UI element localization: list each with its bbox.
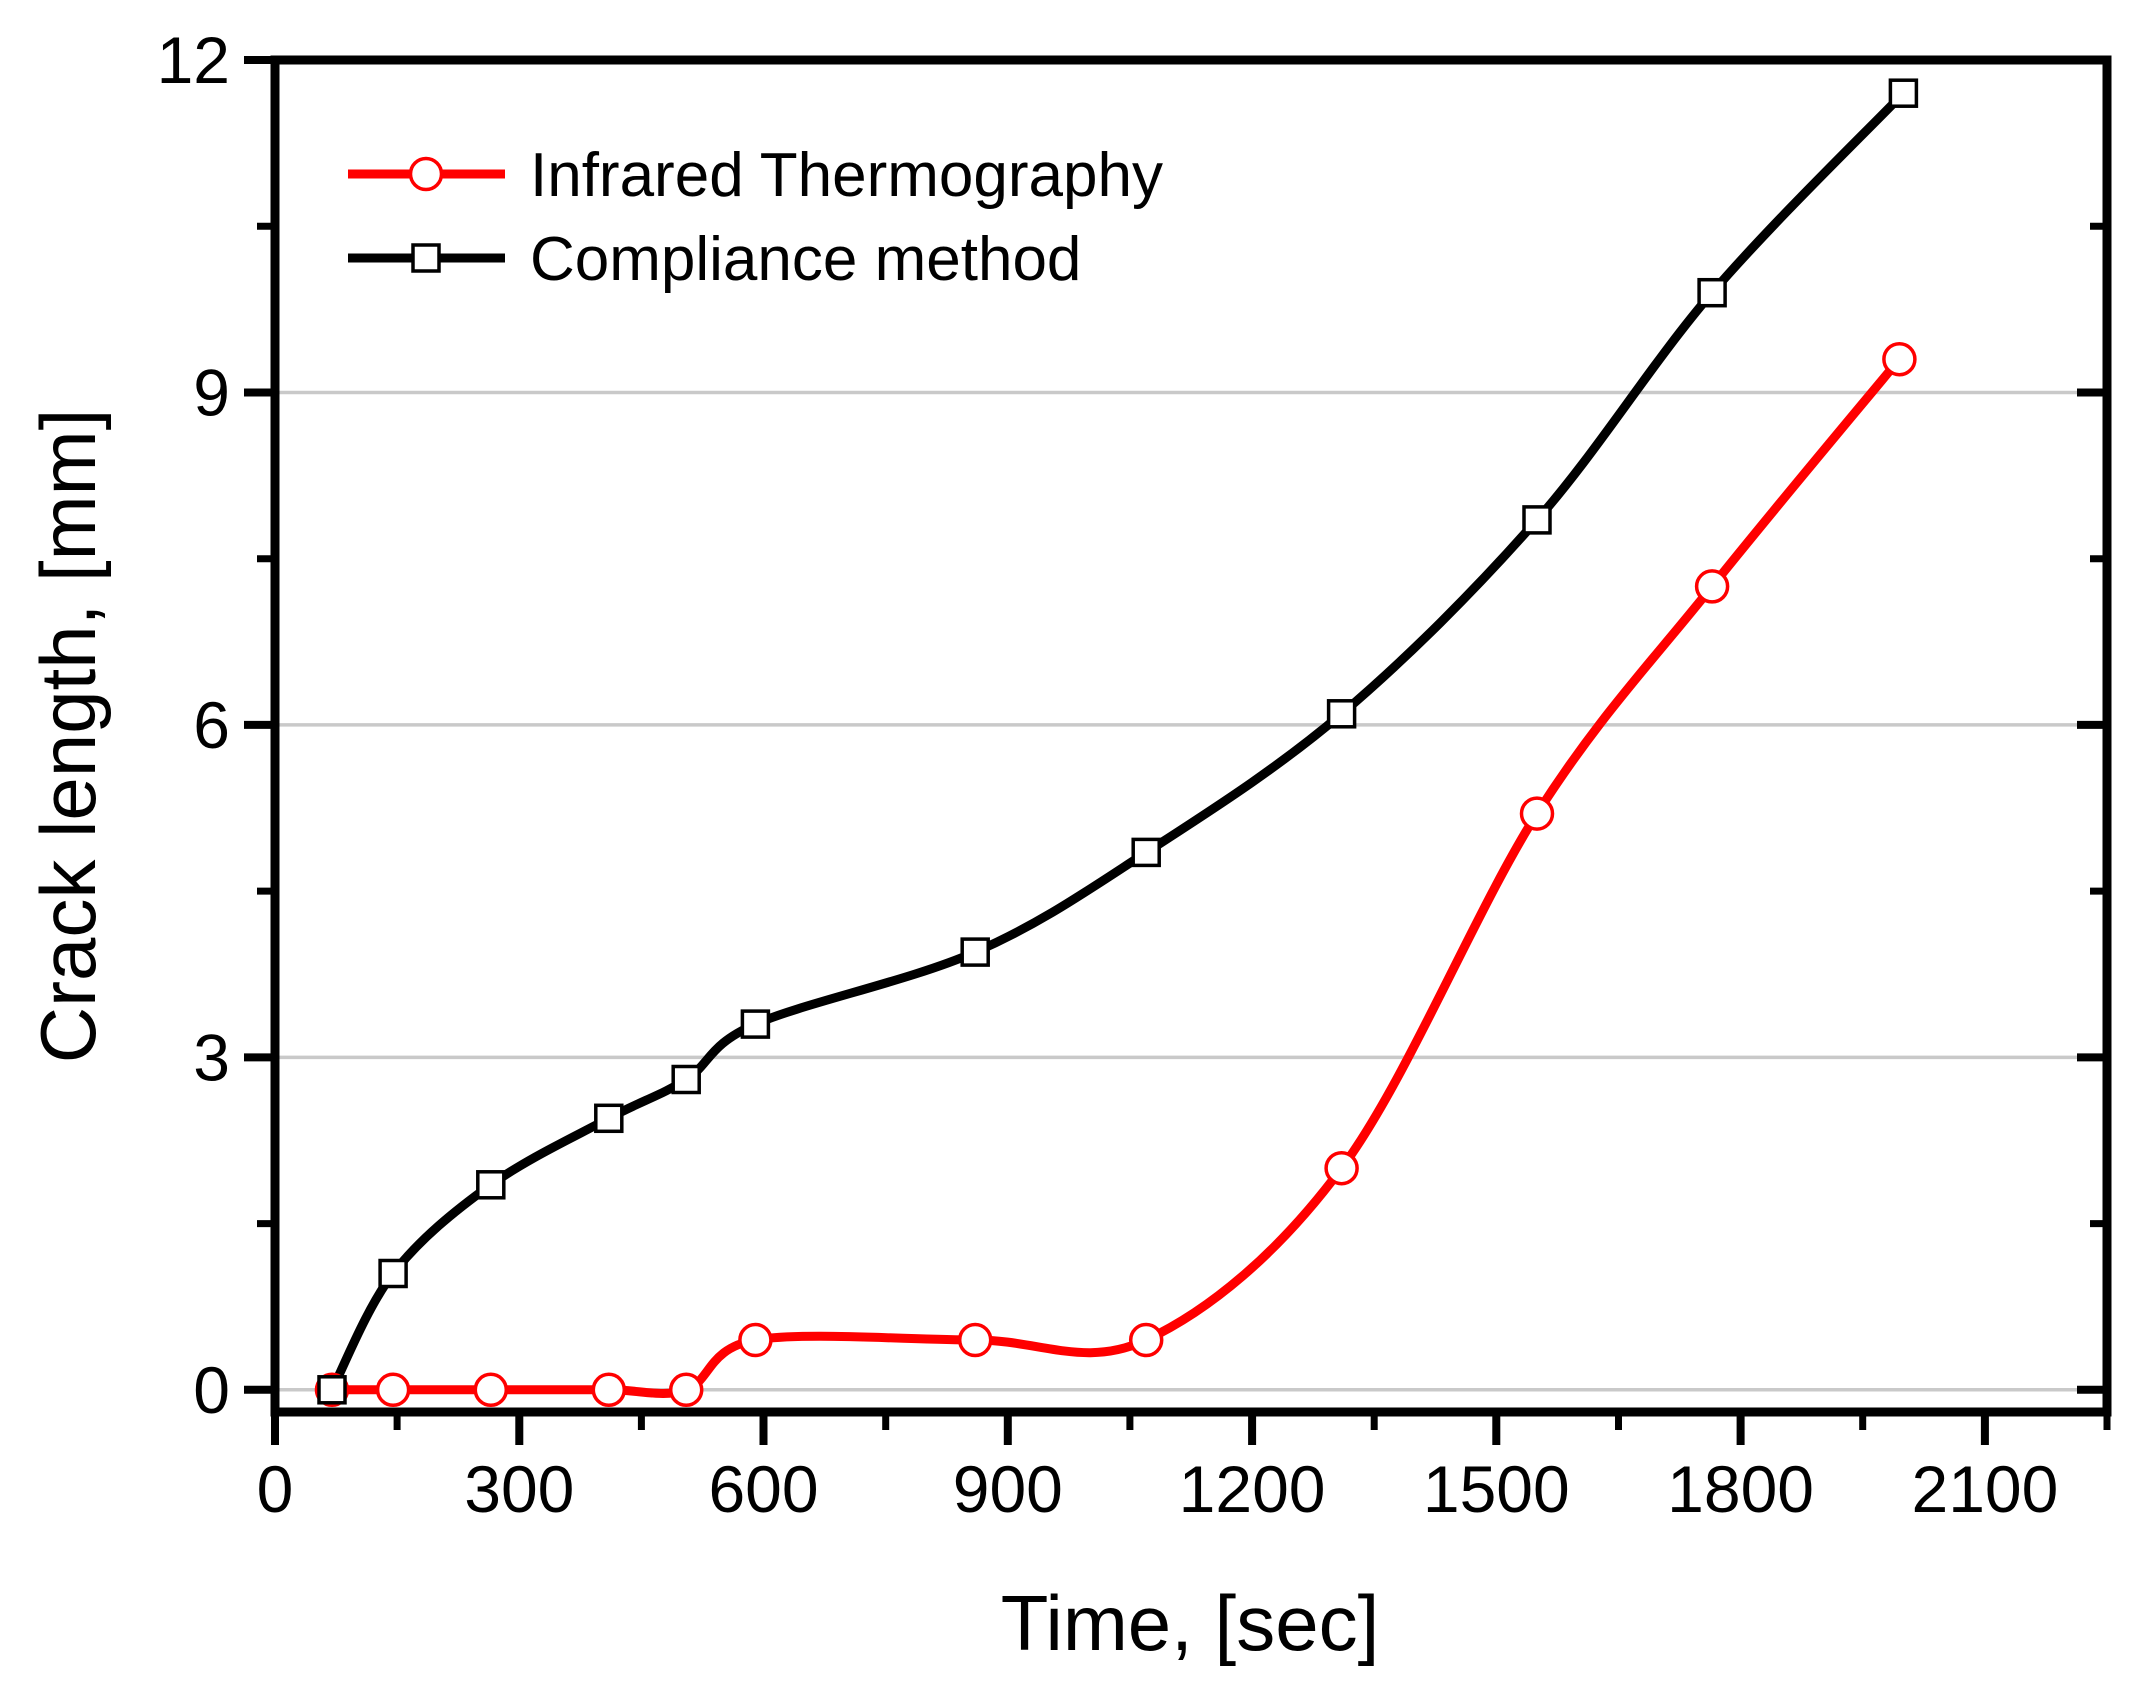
data-point-circle: [1519, 796, 1555, 831]
x-tick-label-2100: 2100: [1911, 1452, 2058, 1526]
data-point-square: [317, 1375, 347, 1405]
y-tick-label-3: 3: [193, 1020, 230, 1094]
y-tick-label-6: 6: [193, 688, 230, 762]
x-tick-label-0: 0: [257, 1452, 294, 1526]
plot-frame: [270, 55, 2112, 1417]
data-point-square: [1522, 505, 1552, 535]
x-tick-label-1200: 1200: [1179, 1452, 1326, 1526]
data-point-square: [476, 1170, 506, 1200]
data-point-square: [1697, 277, 1727, 308]
data-point-square: [1888, 78, 1919, 108]
data-point-square: [1326, 699, 1357, 729]
y-tick-label-0: 0: [193, 1353, 230, 1427]
legend-item-infrared-thermography: Infrared Thermography: [348, 141, 1163, 210]
x-tick-label-900: 900: [953, 1452, 1063, 1526]
legend-item-compliance-method: Compliance method: [348, 225, 1081, 294]
data-point-square: [671, 1064, 701, 1095]
y-axis-title: Crack length, [mm]: [24, 409, 112, 1064]
data-point-circle: [1128, 1322, 1164, 1358]
x-tick-label-600: 600: [708, 1452, 818, 1526]
series-markers: [314, 78, 1919, 1408]
data-point-circle: [957, 1322, 993, 1358]
data-point-square: [378, 1258, 408, 1289]
x-tick-label-300: 300: [464, 1452, 574, 1526]
data-point-square: [960, 937, 990, 967]
x-tick-label-1500: 1500: [1423, 1452, 1570, 1526]
axes-frame-and-ticks: [244, 55, 2112, 1445]
data-point-circle: [668, 1372, 704, 1408]
data-point-circle: [591, 1372, 627, 1408]
data-point-square: [1131, 837, 1161, 868]
x-tick-label-1800: 1800: [1667, 1452, 1814, 1526]
x-axis-title: Time, [sec]: [1001, 1579, 1380, 1667]
square-marker-icon: [411, 243, 441, 273]
data-point-square: [594, 1103, 624, 1134]
legend: Infrared Thermography Compliance method: [348, 141, 1163, 294]
data-point-circle: [1324, 1150, 1359, 1186]
legend-label-compliance: Compliance method: [530, 225, 1081, 294]
circle-marker-icon: [408, 156, 444, 192]
legend-label-infrared: Infrared Thermography: [530, 141, 1163, 210]
data-point-circle: [375, 1372, 411, 1408]
data-point-circle: [738, 1322, 773, 1358]
curve-infrared-thermography: [327, 354, 1904, 1398]
gridlines: [275, 390, 2107, 1392]
tick-labels: 0 300 600 900 1200 1500 1800 2100 0 3 6 9 12: [157, 23, 2059, 1526]
y-tick-label-9: 9: [193, 356, 230, 430]
data-point-circle: [1694, 569, 1730, 604]
data-point-square: [740, 1009, 771, 1039]
data-point-circle: [473, 1372, 509, 1408]
y-tick-label-12: 12: [157, 23, 230, 97]
data-point-circle: [1882, 341, 1917, 377]
